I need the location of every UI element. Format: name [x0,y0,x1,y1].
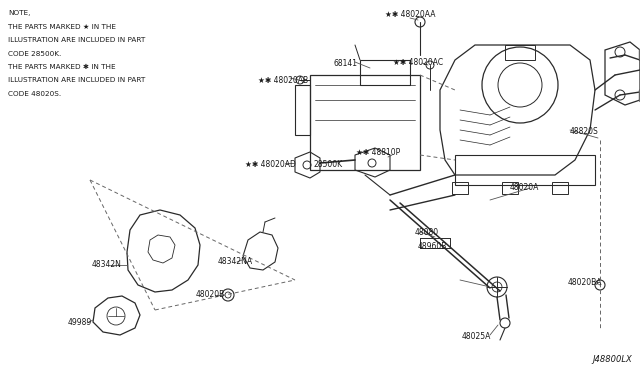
Text: 48342NA: 48342NA [218,257,253,266]
Text: 48080: 48080 [415,228,439,237]
Text: 49989: 49989 [68,318,92,327]
Text: ★✱ 48020AC: ★✱ 48020AC [393,58,443,67]
Text: CODE 48020S.: CODE 48020S. [8,91,61,97]
Text: 48020BA: 48020BA [568,278,602,287]
Text: THE PARTS MARKED ✱ IN THE: THE PARTS MARKED ✱ IN THE [8,64,116,70]
Text: J48800LX: J48800LX [592,355,632,364]
Text: 48820S: 48820S [570,127,599,136]
Text: ★✱ 48810P: ★✱ 48810P [356,148,400,157]
Bar [452,182,468,194]
Bar [552,182,568,194]
Text: ILLUSTRATION ARE INCLUDED IN PART: ILLUSTRATION ARE INCLUDED IN PART [8,37,145,43]
Bar [295,85,310,135]
Bar [502,182,518,194]
Text: NOTE,: NOTE, [8,10,30,16]
Bar [455,155,595,185]
Bar [310,75,420,170]
Text: 48342N: 48342N [92,260,122,269]
Bar [360,60,410,85]
Text: 28500K: 28500K [313,160,342,169]
Text: CODE 28500K.: CODE 28500K. [8,51,61,57]
Text: THE PARTS MARKED ★ IN THE: THE PARTS MARKED ★ IN THE [8,23,116,29]
Text: 48025A: 48025A [462,332,492,341]
Text: ILLUSTRATION ARE INCLUDED IN PART: ILLUSTRATION ARE INCLUDED IN PART [8,77,145,83]
Text: 48020B: 48020B [196,290,225,299]
Bar [505,45,535,60]
Text: 68141: 68141 [334,59,358,68]
Text: 48960B: 48960B [418,242,447,251]
Text: ★✱ 48020AA: ★✱ 48020AA [385,10,435,19]
Text: ★✱ 48020AD: ★✱ 48020AD [245,160,296,169]
Text: 48020A: 48020A [510,183,540,192]
Text: ★✱ 48020AB: ★✱ 48020AB [258,76,308,85]
